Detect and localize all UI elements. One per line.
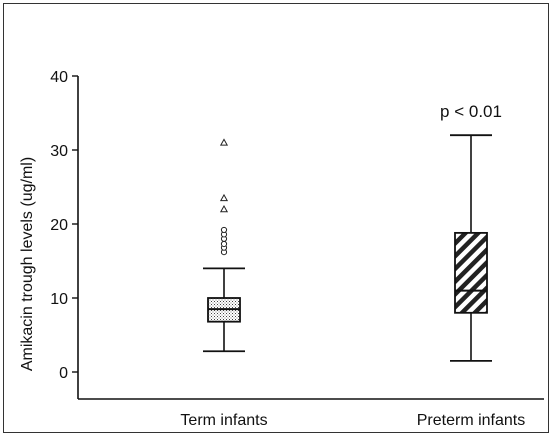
outlier-triangle: [219, 138, 229, 146]
outlier-triangle: [219, 204, 229, 213]
iqr-box: [454, 231, 488, 314]
box-group-preterm: [450, 134, 492, 362]
box-group-term: [203, 138, 245, 353]
box-plot-chart: Amikacin trough levels (ug/ml) 0 10 20 30 40…: [19, 69, 544, 429]
x-category-label: Term infants: [180, 412, 267, 429]
y-tick-label: 20: [50, 217, 68, 234]
outlier-circle: [220, 240, 228, 248]
chart-frame: Amikacin trough levels (ug/ml) 0 10 20 30 40…: [3, 3, 549, 433]
outlier-circle: [220, 226, 228, 234]
p-value-annotation: p < 0.01: [440, 102, 502, 121]
axes: [77, 76, 544, 400]
y-tick-label: 40: [50, 69, 68, 86]
outlier-triangle: [219, 193, 229, 202]
y-tick-label: 30: [50, 143, 68, 160]
y-tick-label: 10: [50, 291, 68, 308]
x-category-label: Preterm infants: [417, 412, 525, 429]
y-axis-label: Amikacin trough levels (ug/ml): [19, 157, 36, 371]
y-tick-label: 0: [59, 365, 68, 382]
